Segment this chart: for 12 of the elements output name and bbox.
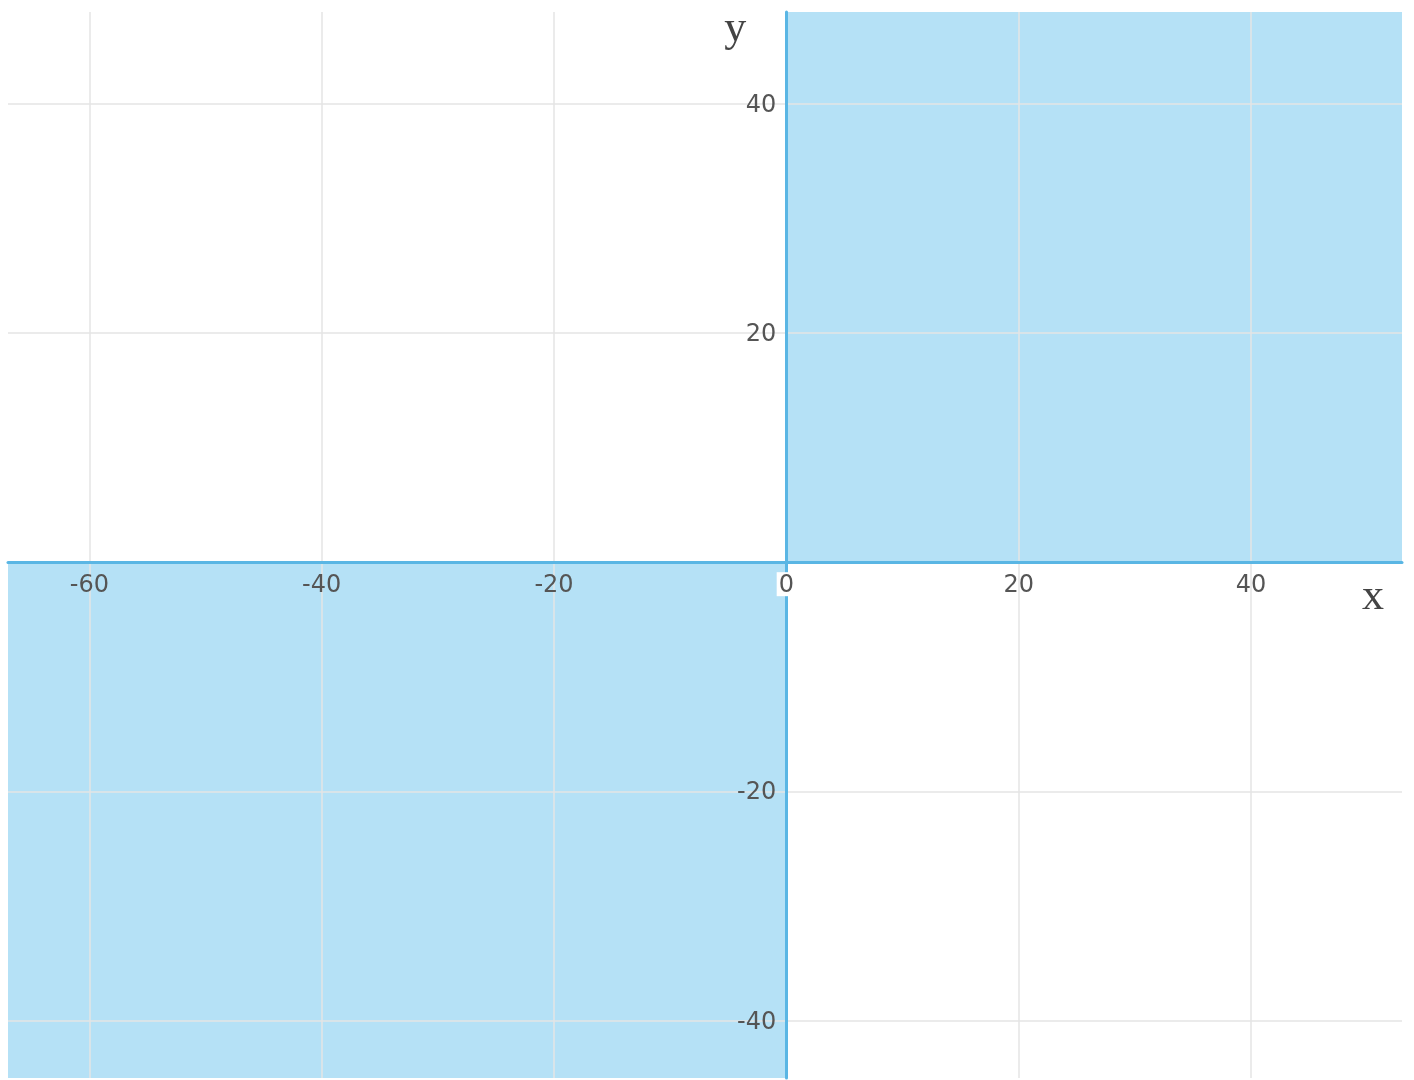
x-tick-label: 0 bbox=[778, 570, 794, 599]
x-tick-label: -40 bbox=[302, 570, 342, 599]
y-tick-label: 20 bbox=[745, 318, 777, 347]
x-tick-label: -60 bbox=[69, 570, 109, 599]
y-axis-title: y bbox=[724, 1, 747, 51]
x-tick-label: -20 bbox=[534, 570, 574, 599]
y-tick-label: 40 bbox=[745, 89, 777, 118]
x-axis-title: x bbox=[1362, 569, 1384, 619]
x-tick-label: 20 bbox=[1003, 570, 1034, 599]
y-tick-label: -20 bbox=[737, 777, 777, 806]
y-tick-label: -40 bbox=[737, 1006, 777, 1035]
x-tick-label: 40 bbox=[1235, 570, 1267, 599]
